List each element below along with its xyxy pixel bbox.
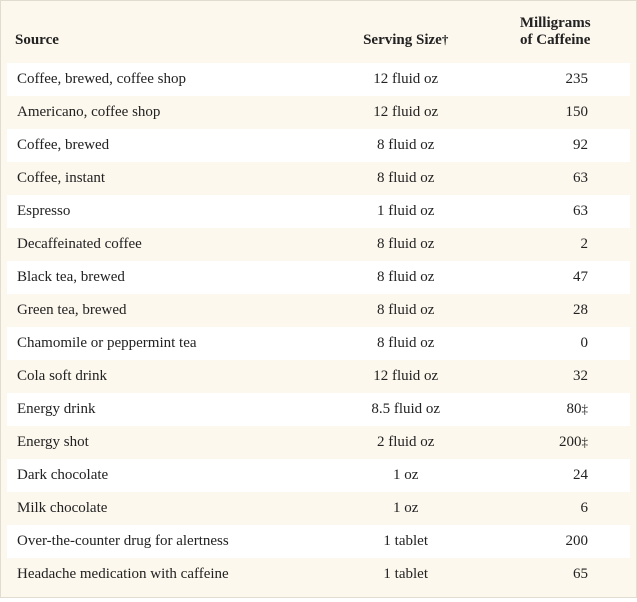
cell-serving: 1 oz	[331, 459, 481, 492]
table-header: Source Serving Size† Milligrams of Caffe…	[7, 5, 630, 63]
cell-source: Milk chocolate	[7, 492, 331, 525]
table-row: Over-the-counter drug for alertness1 tab…	[7, 525, 630, 558]
cell-mg: 92	[480, 129, 630, 162]
mg-value: 63	[573, 203, 588, 219]
cell-serving: 1 fluid oz	[331, 195, 481, 228]
cell-source: Green tea, brewed	[7, 294, 331, 327]
table-row: Decaffeinated coffee8 fluid oz 2	[7, 228, 630, 261]
col-header-serving: Serving Size†	[331, 5, 481, 63]
table-row: Green tea, brewed8 fluid oz 28	[7, 294, 630, 327]
mg-value: 2	[581, 236, 589, 252]
cell-mg: 150	[480, 96, 630, 129]
table-row: Headache medication with caffeine1 table…	[7, 558, 630, 591]
cell-serving: 8 fluid oz	[331, 327, 481, 360]
cell-source: Espresso	[7, 195, 331, 228]
cell-mg: 80‡	[480, 393, 630, 426]
cell-source: Cola soft drink	[7, 360, 331, 393]
mg-value: 65	[573, 566, 588, 582]
mg-value: 28	[573, 302, 588, 318]
cell-serving: 8 fluid oz	[331, 228, 481, 261]
mg-value: 235	[566, 71, 589, 87]
mg-value: 6	[581, 500, 589, 516]
mg-value: 32	[573, 368, 588, 384]
col-header-source-text: Source	[15, 32, 59, 48]
mg-value: 200	[566, 533, 589, 549]
cell-serving: 8 fluid oz	[331, 129, 481, 162]
table-body: Coffee, brewed, coffee shop12 fluid oz23…	[7, 63, 630, 591]
table-row: Espresso1 fluid oz 63	[7, 195, 630, 228]
col-header-serving-text: Serving Size	[363, 32, 442, 48]
cell-source: Americano, coffee shop	[7, 96, 331, 129]
cell-mg: 0	[480, 327, 630, 360]
table-row: Dark chocolate1 oz 24	[7, 459, 630, 492]
cell-mg: 63	[480, 195, 630, 228]
mg-value: 200	[559, 434, 582, 450]
mg-value: 47	[573, 269, 588, 285]
caffeine-table: Source Serving Size† Milligrams of Caffe…	[7, 5, 630, 591]
table-row: Energy shot2 fluid oz200‡	[7, 426, 630, 459]
cell-serving: 8 fluid oz	[331, 261, 481, 294]
cell-mg: 200‡	[480, 426, 630, 459]
double-dagger-icon: ‡	[582, 401, 589, 416]
cell-serving: 12 fluid oz	[331, 96, 481, 129]
col-header-source: Source	[7, 5, 331, 63]
mg-value: 63	[573, 170, 588, 186]
cell-source: Headache medication with caffeine	[7, 558, 331, 591]
cell-source: Dark chocolate	[7, 459, 331, 492]
double-dagger-icon: ‡	[582, 434, 589, 449]
table-row: Chamomile or peppermint tea8 fluid oz 0	[7, 327, 630, 360]
cell-source: Coffee, brewed	[7, 129, 331, 162]
table-row: Energy drink8.5 fluid oz80‡	[7, 393, 630, 426]
cell-serving: 1 tablet	[331, 525, 481, 558]
mg-value: 92	[573, 137, 588, 153]
table-row: Coffee, brewed8 fluid oz 92	[7, 129, 630, 162]
cell-mg: 235	[480, 63, 630, 96]
cell-serving: 1 tablet	[331, 558, 481, 591]
cell-source: Over-the-counter drug for alertness	[7, 525, 331, 558]
table-row: Milk chocolate1 oz 6	[7, 492, 630, 525]
caffeine-table-container: Source Serving Size† Milligrams of Caffe…	[0, 0, 637, 598]
cell-mg: 2	[480, 228, 630, 261]
cell-mg: 65	[480, 558, 630, 591]
cell-serving: 8 fluid oz	[331, 294, 481, 327]
table-row: Americano, coffee shop12 fluid oz 150	[7, 96, 630, 129]
col-header-mg-line2: of Caffeine	[520, 32, 590, 48]
mg-value: 24	[573, 467, 588, 483]
cell-mg: 32	[480, 360, 630, 393]
mg-value: 150	[566, 104, 589, 120]
dagger-icon: †	[442, 32, 449, 47]
cell-source: Chamomile or peppermint tea	[7, 327, 331, 360]
cell-mg: 47	[480, 261, 630, 294]
cell-source: Decaffeinated coffee	[7, 228, 331, 261]
cell-source: Coffee, brewed, coffee shop	[7, 63, 331, 96]
cell-serving: 12 fluid oz	[331, 360, 481, 393]
cell-mg: 24	[480, 459, 630, 492]
cell-serving: 1 oz	[331, 492, 481, 525]
table-row: Coffee, instant8 fluid oz 63	[7, 162, 630, 195]
cell-serving: 2 fluid oz	[331, 426, 481, 459]
cell-mg: 6	[480, 492, 630, 525]
table-row: Cola soft drink12 fluid oz 32	[7, 360, 630, 393]
table-row: Coffee, brewed, coffee shop12 fluid oz 23…	[7, 63, 630, 96]
cell-mg: 200	[480, 525, 630, 558]
cell-serving: 12 fluid oz	[331, 63, 481, 96]
mg-value: 80	[567, 401, 582, 417]
cell-source: Energy drink	[7, 393, 331, 426]
cell-mg: 28	[480, 294, 630, 327]
col-header-mg-line1: Milligrams	[520, 15, 591, 31]
mg-value: 0	[581, 335, 589, 351]
col-header-mg: Milligrams of Caffeine	[480, 5, 630, 63]
cell-source: Black tea, brewed	[7, 261, 331, 294]
cell-mg: 63	[480, 162, 630, 195]
cell-serving: 8 fluid oz	[331, 162, 481, 195]
cell-source: Coffee, instant	[7, 162, 331, 195]
cell-source: Energy shot	[7, 426, 331, 459]
table-row: Black tea, brewed8 fluid oz 47	[7, 261, 630, 294]
cell-serving: 8.5 fluid oz	[331, 393, 481, 426]
